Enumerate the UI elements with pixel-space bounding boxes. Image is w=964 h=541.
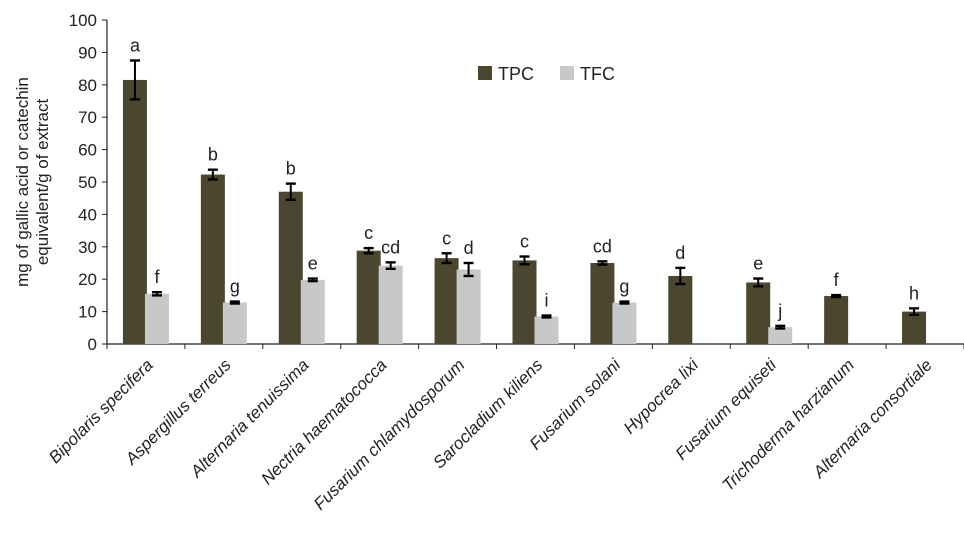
y-axis-title: mg of gallic acid or catechin equivalent…	[13, 77, 52, 287]
significance-label: cd	[593, 236, 612, 256]
significance-label: d	[675, 243, 685, 263]
y-axis-title-line-2: equivalent/g of extract	[33, 99, 52, 266]
bar-tpc	[902, 311, 927, 344]
category-label: Trichoderma harzianum	[718, 355, 857, 494]
y-tick-label: 10	[78, 303, 97, 322]
bar-tfc	[456, 269, 481, 344]
y-tick-label: 100	[69, 11, 97, 30]
significance-label: b	[286, 159, 296, 179]
significance-label: j	[777, 301, 782, 321]
legend-swatch-tfc	[560, 66, 574, 80]
bar-tfc	[300, 279, 325, 344]
significance-label: d	[464, 238, 474, 258]
bar-tpc	[590, 263, 615, 344]
significance-label: e	[308, 254, 318, 274]
bar-tfc	[222, 302, 247, 344]
y-tick-label: 0	[88, 335, 97, 354]
bar-tfc	[378, 265, 403, 344]
y-axis-title-line-1: mg of gallic acid or catechin	[13, 77, 32, 287]
legend: TPC TFC	[478, 64, 615, 84]
category-label: Fusarium chlamydosporum	[310, 355, 468, 513]
y-tick-label: 60	[78, 141, 97, 160]
significance-label: b	[208, 145, 218, 165]
bar-tfc	[612, 302, 637, 344]
category-label: Hypocrea lixi	[620, 355, 703, 438]
bar-tpc	[512, 260, 537, 344]
bar-tpc	[200, 174, 225, 344]
bar-tpc	[356, 250, 381, 344]
bar-tpc	[746, 282, 771, 344]
category-label: Nectria haematococca	[257, 355, 390, 488]
y-tick-label: 50	[78, 173, 97, 192]
significance-label: f	[834, 270, 840, 290]
y-tick-label: 40	[78, 205, 97, 224]
significance-label: cd	[381, 237, 400, 257]
significance-label: c	[442, 228, 451, 248]
bar-tpc	[122, 79, 147, 344]
y-tick-label: 20	[78, 270, 97, 289]
y-tick-label: 80	[78, 76, 97, 95]
significance-label: a	[130, 36, 141, 56]
y-tick-label: 90	[78, 43, 97, 62]
bar-tfc	[768, 327, 793, 344]
significance-label: i	[545, 290, 549, 310]
bar-tfc	[534, 316, 559, 344]
y-tick-label: 30	[78, 238, 97, 257]
bar-tpc	[824, 296, 849, 344]
bar-tpc	[668, 275, 693, 344]
legend-swatch-tpc	[478, 66, 492, 80]
bar-tfc	[144, 293, 169, 344]
significance-label: c	[520, 232, 529, 252]
bar-tpc	[434, 258, 459, 344]
significance-label: g	[230, 277, 240, 297]
significance-label: g	[619, 277, 629, 297]
significance-label: e	[753, 254, 763, 274]
legend-label-tfc: TFC	[580, 64, 615, 84]
bar-tpc	[278, 191, 303, 344]
significance-label: h	[909, 283, 919, 303]
legend-label-tpc: TPC	[498, 64, 534, 84]
y-tick-label: 70	[78, 108, 97, 127]
significance-label: c	[364, 223, 373, 243]
significance-label: f	[154, 267, 160, 287]
